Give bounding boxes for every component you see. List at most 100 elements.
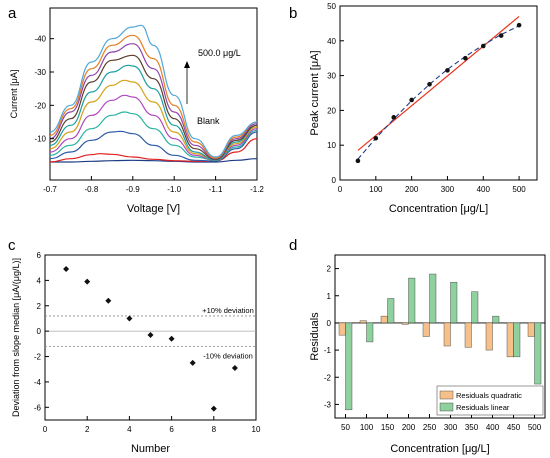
data-point-c <box>84 278 91 285</box>
y-tick-label-a: -40 <box>34 35 46 44</box>
bar-residual-quadratic <box>443 322 451 347</box>
x-axis-label-c: Number <box>131 443 170 455</box>
y-axis-label-a: Current [μA] <box>9 70 19 119</box>
y-tick-label-c: 0 <box>37 327 42 336</box>
data-point-b <box>355 158 361 164</box>
data-point-c <box>168 335 175 342</box>
voltammogram-curve-10 <box>49 34 258 159</box>
data-point-b <box>480 43 486 49</box>
data-point-c <box>63 265 70 272</box>
x-axis-label-b: Concentration [μg/L] <box>389 203 488 215</box>
legend-label: Residuals linear <box>456 403 510 412</box>
voltammogram-curve-11 <box>49 24 258 158</box>
x-tick-label-d: 200 <box>402 423 416 432</box>
x-tick-label-c: 0 <box>43 425 48 434</box>
y-tick-label-a: -20 <box>34 101 46 110</box>
y-tick-label-a: -30 <box>34 68 46 77</box>
bar-residual-quadratic <box>380 315 388 324</box>
x-tick-label-c: 2 <box>85 425 90 434</box>
data-point-b <box>516 22 522 28</box>
y-tick-label-c: 6 <box>37 251 42 260</box>
data-point-c <box>189 359 196 366</box>
x-tick-label-c: 10 <box>252 425 261 434</box>
panel-label-b: b <box>289 5 297 22</box>
data-point-b <box>445 68 450 73</box>
legend-swatch <box>439 402 454 412</box>
x-tick-label-c: 4 <box>127 425 132 434</box>
x-tick-label-d: 50 <box>341 423 350 432</box>
bar-residual-linear <box>471 291 479 324</box>
bar-residual-quadratic <box>359 320 367 324</box>
x-tick-label-a: -0.7 <box>43 185 57 194</box>
x-axis-label-d: Concentration [μg/L] <box>390 443 489 455</box>
bar-residual-quadratic <box>527 322 535 337</box>
x-tick-label-b: 500 <box>512 185 526 194</box>
panel-label-c: c <box>8 237 16 254</box>
x-tick-label-d: 350 <box>465 423 479 432</box>
bar-residual-quadratic <box>464 322 472 348</box>
y-tick-label-b: 10 <box>327 141 336 150</box>
bar-residual-linear <box>366 322 374 343</box>
y-tick-label-d: 1 <box>327 292 332 301</box>
y-axis-label-b: Peak current [μA] <box>309 50 321 135</box>
voltammogram-curve-1 <box>50 158 258 163</box>
legend-box <box>436 385 544 416</box>
y-tick-label-b: 0 <box>332 176 337 185</box>
x-tick-label-a: -1.0 <box>167 185 181 194</box>
x-tick-label-b: 200 <box>405 185 419 194</box>
reference-line-label: +10% deviation <box>202 306 254 315</box>
linear-fit-line <box>357 15 520 151</box>
x-tick-label-b: 100 <box>369 185 383 194</box>
data-point-b <box>427 82 432 87</box>
bar-residual-quadratic <box>485 322 493 351</box>
y-tick-label-d: 0 <box>327 319 332 328</box>
x-tick-label-d: 400 <box>486 423 500 432</box>
data-point-b <box>498 33 504 38</box>
bar-residual-linear <box>450 281 458 324</box>
y-tick-label-c: -6 <box>34 403 42 412</box>
voltammogram-curve-7 <box>49 64 258 161</box>
y-tick-label-d: -3 <box>324 400 332 409</box>
bar-residual-linear <box>408 277 416 324</box>
y-tick-label-c: -4 <box>34 378 42 387</box>
annotation-blank: Blank <box>197 116 220 126</box>
reference-line-label: -10% deviation <box>203 351 253 360</box>
x-tick-label-a: -0.8 <box>85 185 99 194</box>
annotation-max-concentration: 500.0 μg/L <box>198 48 241 58</box>
y-tick-label-c: 4 <box>37 276 42 285</box>
x-tick-label-a: -1.2 <box>250 185 264 194</box>
data-point-b <box>463 55 468 61</box>
x-tick-label-c: 8 <box>212 425 217 434</box>
bar-residual-quadratic <box>401 322 409 325</box>
x-tick-label-b: 300 <box>441 185 455 194</box>
x-tick-label-b: 400 <box>477 185 491 194</box>
panel-label-d: d <box>289 237 297 254</box>
y-tick-label-b: 30 <box>327 72 336 81</box>
y-tick-label-c: 2 <box>37 302 42 311</box>
bar-residual-linear <box>513 322 521 358</box>
y-tick-label-b: 50 <box>327 2 336 11</box>
x-tick-label-d: 300 <box>444 423 458 432</box>
bar-residual-quadratic <box>422 322 430 337</box>
x-tick-label-d: 250 <box>423 423 437 432</box>
y-tick-label-d: 2 <box>327 265 332 274</box>
plot-frame-b <box>339 5 538 181</box>
data-point-b <box>409 97 414 103</box>
y-axis-label-c: Deviation from slope median [μA/(μg/L)] <box>11 258 21 417</box>
data-point-c <box>105 297 112 304</box>
quadratic-fit-line <box>357 25 520 160</box>
arrow-head-icon <box>184 61 190 68</box>
x-tick-label-c: 6 <box>169 425 174 434</box>
x-axis-label-a: Voltage [V] <box>127 203 180 215</box>
plot-frame-a <box>49 7 258 181</box>
x-tick-label-a: -0.9 <box>126 185 140 194</box>
data-point-c <box>210 405 217 412</box>
bar-residual-linear <box>534 322 542 385</box>
x-tick-label-a: -1.1 <box>209 185 223 194</box>
y-tick-label-b: 20 <box>327 106 336 115</box>
bar-residual-quadratic <box>338 322 346 336</box>
bar-residual-quadratic <box>506 322 514 358</box>
plot-frame-c <box>44 254 257 421</box>
y-tick-label-c: -2 <box>34 353 42 362</box>
